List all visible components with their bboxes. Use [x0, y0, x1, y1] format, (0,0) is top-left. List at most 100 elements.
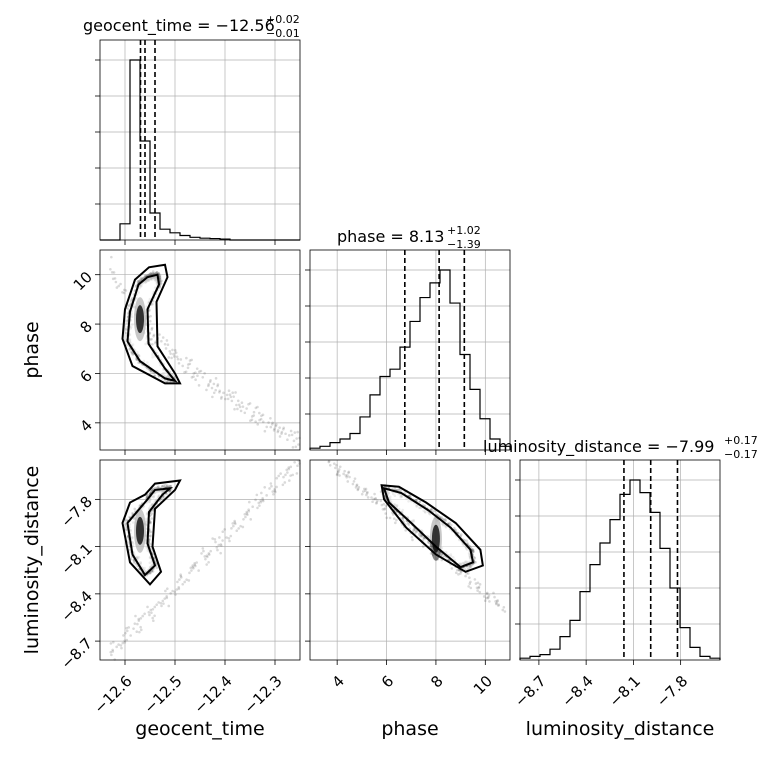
- scatter-geocent-time-vs-phase-point: [241, 405, 245, 408]
- scatter-geocent-time-vs-luminosity-distance-point: [191, 565, 195, 569]
- scatter-phase-vs-luminosity-distance-point: [468, 564, 472, 567]
- scatter-geocent-time-vs-phase-point: [254, 406, 258, 410]
- scatter-phase-vs-luminosity-distance-point: [346, 480, 350, 483]
- scatter-geocent-time-vs-luminosity-distance-point: [124, 518, 128, 522]
- scatter-geocent-time-vs-phase-point: [212, 391, 216, 395]
- scatter-phase-vs-luminosity-distance-point: [470, 563, 474, 567]
- scatter-geocent-time-vs-phase-point: [149, 314, 152, 318]
- scatter-geocent-time-vs-phase-point: [219, 397, 223, 400]
- scatter-geocent-time-vs-phase-point: [110, 255, 113, 259]
- scatter-phase-vs-luminosity-distance-point: [501, 608, 505, 612]
- scatter-geocent-time-vs-phase-point: [276, 429, 280, 432]
- scatter-phase-vs-luminosity-distance-point: [412, 529, 415, 532]
- scatter-geocent-time-vs-luminosity-distance-point: [151, 570, 155, 573]
- scatter-geocent-time-vs-phase-point: [207, 383, 210, 386]
- scatter-phase-vs-luminosity-distance-point: [483, 599, 487, 602]
- scatter-geocent-time-vs-phase-point: [136, 280, 140, 283]
- scatter-geocent-time-vs-luminosity-distance-point: [149, 534, 152, 537]
- scatter-geocent-time-vs-phase-point: [169, 352, 172, 355]
- scatter-geocent-time-vs-luminosity-distance-point: [215, 546, 219, 549]
- scatter-geocent-time-vs-luminosity-distance-point: [230, 527, 233, 530]
- scatter-geocent-time-vs-phase-point: [224, 397, 227, 401]
- scatter-geocent-time-vs-phase-point: [183, 371, 186, 374]
- scatter-geocent-time-vs-luminosity-distance-point: [141, 614, 145, 618]
- scatter-geocent-time-vs-luminosity-distance-point: [201, 547, 205, 550]
- scatter-phase-vs-luminosity-distance-point: [502, 605, 506, 609]
- scatter-geocent-time-vs-luminosity-distance-point: [160, 485, 164, 488]
- scatter-geocent-time-vs-phase-point: [151, 272, 154, 275]
- scatter-geocent-time-vs-phase-point: [186, 366, 190, 370]
- scatter-phase-vs-luminosity-distance-point: [363, 489, 367, 493]
- scatter-phase-vs-luminosity-distance-point: [465, 572, 468, 575]
- scatter-geocent-time-vs-luminosity-distance-point: [283, 481, 287, 484]
- scatter-geocent-time-vs-luminosity-distance-point: [125, 626, 128, 630]
- scatter-phase-vs-luminosity-distance-point: [452, 526, 456, 530]
- scatter-geocent-time-vs-phase-point: [239, 409, 243, 413]
- scatter-geocent-time-vs-phase-point: [291, 446, 295, 449]
- scatter-phase-vs-luminosity-distance-point: [422, 536, 426, 540]
- scatter-phase-vs-luminosity-distance-point: [381, 507, 385, 511]
- scatter-geocent-time-vs-phase-point: [249, 419, 252, 423]
- y-axis-label-luminosity-distance: luminosity_distance: [21, 466, 43, 655]
- title-geocent-time-plus: +0.02: [266, 13, 300, 26]
- scatter-geocent-time-vs-phase-point: [163, 342, 167, 346]
- scatter-geocent-time-vs-luminosity-distance-point: [251, 505, 254, 508]
- scatter-geocent-time-vs-phase-point: [163, 379, 167, 382]
- xtick-label-phase-2: 8: [427, 672, 446, 691]
- scatter-geocent-time-vs-luminosity-distance-point: [128, 515, 131, 519]
- scatter-geocent-time-vs-phase-point: [186, 363, 190, 366]
- xtick-label-luminosity-distance-0: −8.7: [511, 672, 549, 710]
- scatter-geocent-time-vs-phase-point: [161, 336, 165, 339]
- scatter-geocent-time-vs-luminosity-distance-point: [153, 486, 157, 490]
- scatter-geocent-time-vs-phase-point: [160, 339, 163, 343]
- scatter-geocent-time-vs-luminosity-distance-point: [272, 492, 275, 496]
- scatter-geocent-time-vs-phase-point: [150, 337, 153, 341]
- scatter-phase-vs-luminosity-distance-point: [472, 550, 475, 553]
- scatter-geocent-time-vs-phase-point: [149, 272, 153, 275]
- scatter-geocent-time-vs-luminosity-distance-point: [241, 525, 245, 529]
- scatter-phase-vs-luminosity-distance-point: [494, 600, 497, 603]
- scatter-phase-vs-luminosity-distance-point: [476, 589, 479, 592]
- scatter-geocent-time-vs-luminosity-distance-point: [124, 631, 127, 635]
- scatter-geocent-time-vs-phase-point: [119, 282, 122, 286]
- scatter-phase-vs-luminosity-distance-point: [473, 556, 477, 560]
- scatter-geocent-time-vs-phase-point: [254, 420, 257, 423]
- scatter-geocent-time-vs-phase-point: [297, 443, 300, 446]
- scatter-geocent-time-vs-phase-point: [111, 277, 115, 281]
- scatter-geocent-time-vs-phase-point: [172, 355, 176, 358]
- scatter-phase-vs-luminosity-distance-point: [422, 537, 426, 540]
- scatter-geocent-time-vs-phase-point: [208, 380, 212, 384]
- scatter-geocent-time-vs-luminosity-distance-point: [157, 485, 160, 489]
- scatter-geocent-time-vs-luminosity-distance-point: [275, 485, 278, 489]
- scatter-phase-vs-luminosity-distance-point: [469, 580, 472, 584]
- scatter-geocent-time-vs-phase-point: [117, 284, 121, 288]
- scatter-geocent-time-vs-luminosity-distance-point: [205, 554, 209, 558]
- scatter-phase-vs-luminosity-distance-point: [467, 585, 470, 588]
- scatter-phase-vs-luminosity-distance-point: [353, 477, 357, 480]
- scatter-geocent-time-vs-phase-point: [134, 285, 138, 288]
- scatter-geocent-time-vs-luminosity-distance-point: [261, 499, 265, 503]
- scatter-geocent-time-vs-luminosity-distance-point: [258, 504, 261, 507]
- scatter-phase-vs-luminosity-distance-point: [347, 471, 350, 475]
- scatter-geocent-time-vs-phase-point: [121, 290, 124, 294]
- scatter-phase-vs-luminosity-distance-point: [375, 501, 379, 504]
- scatter-geocent-time-vs-luminosity-distance-point: [181, 582, 185, 586]
- scatter-phase-vs-luminosity-distance-point: [485, 591, 489, 595]
- scatter-geocent-time-vs-luminosity-distance-point: [152, 619, 155, 623]
- scatter-geocent-time-vs-luminosity-distance-point: [257, 501, 261, 505]
- scatter-phase-vs-luminosity-distance-point: [473, 578, 477, 581]
- title-geocent-time: geocent_time = −12.56: [83, 16, 275, 36]
- scatter-geocent-time-vs-phase-point: [148, 331, 152, 335]
- scatter-geocent-time-vs-phase-point: [190, 358, 193, 362]
- scatter-geocent-time-vs-luminosity-distance-point: [139, 628, 143, 632]
- scatter-geocent-time-vs-phase-point: [256, 405, 259, 409]
- scatter-geocent-time-vs-luminosity-distance-point: [188, 571, 191, 575]
- scatter-geocent-time-vs-phase-point: [265, 425, 269, 429]
- scatter-geocent-time-vs-luminosity-distance-point: [268, 487, 271, 490]
- scatter-geocent-time-vs-luminosity-distance-point: [150, 611, 153, 614]
- scatter-geocent-time-vs-phase-point: [151, 270, 155, 273]
- hist-luminosity-distance: −8.7 −8.4 −8.1 −7.8: [511, 459, 721, 711]
- scatter-phase-vs-luminosity-distance-point: [457, 568, 461, 572]
- scatter-phase-vs-luminosity-distance-point: [371, 500, 374, 504]
